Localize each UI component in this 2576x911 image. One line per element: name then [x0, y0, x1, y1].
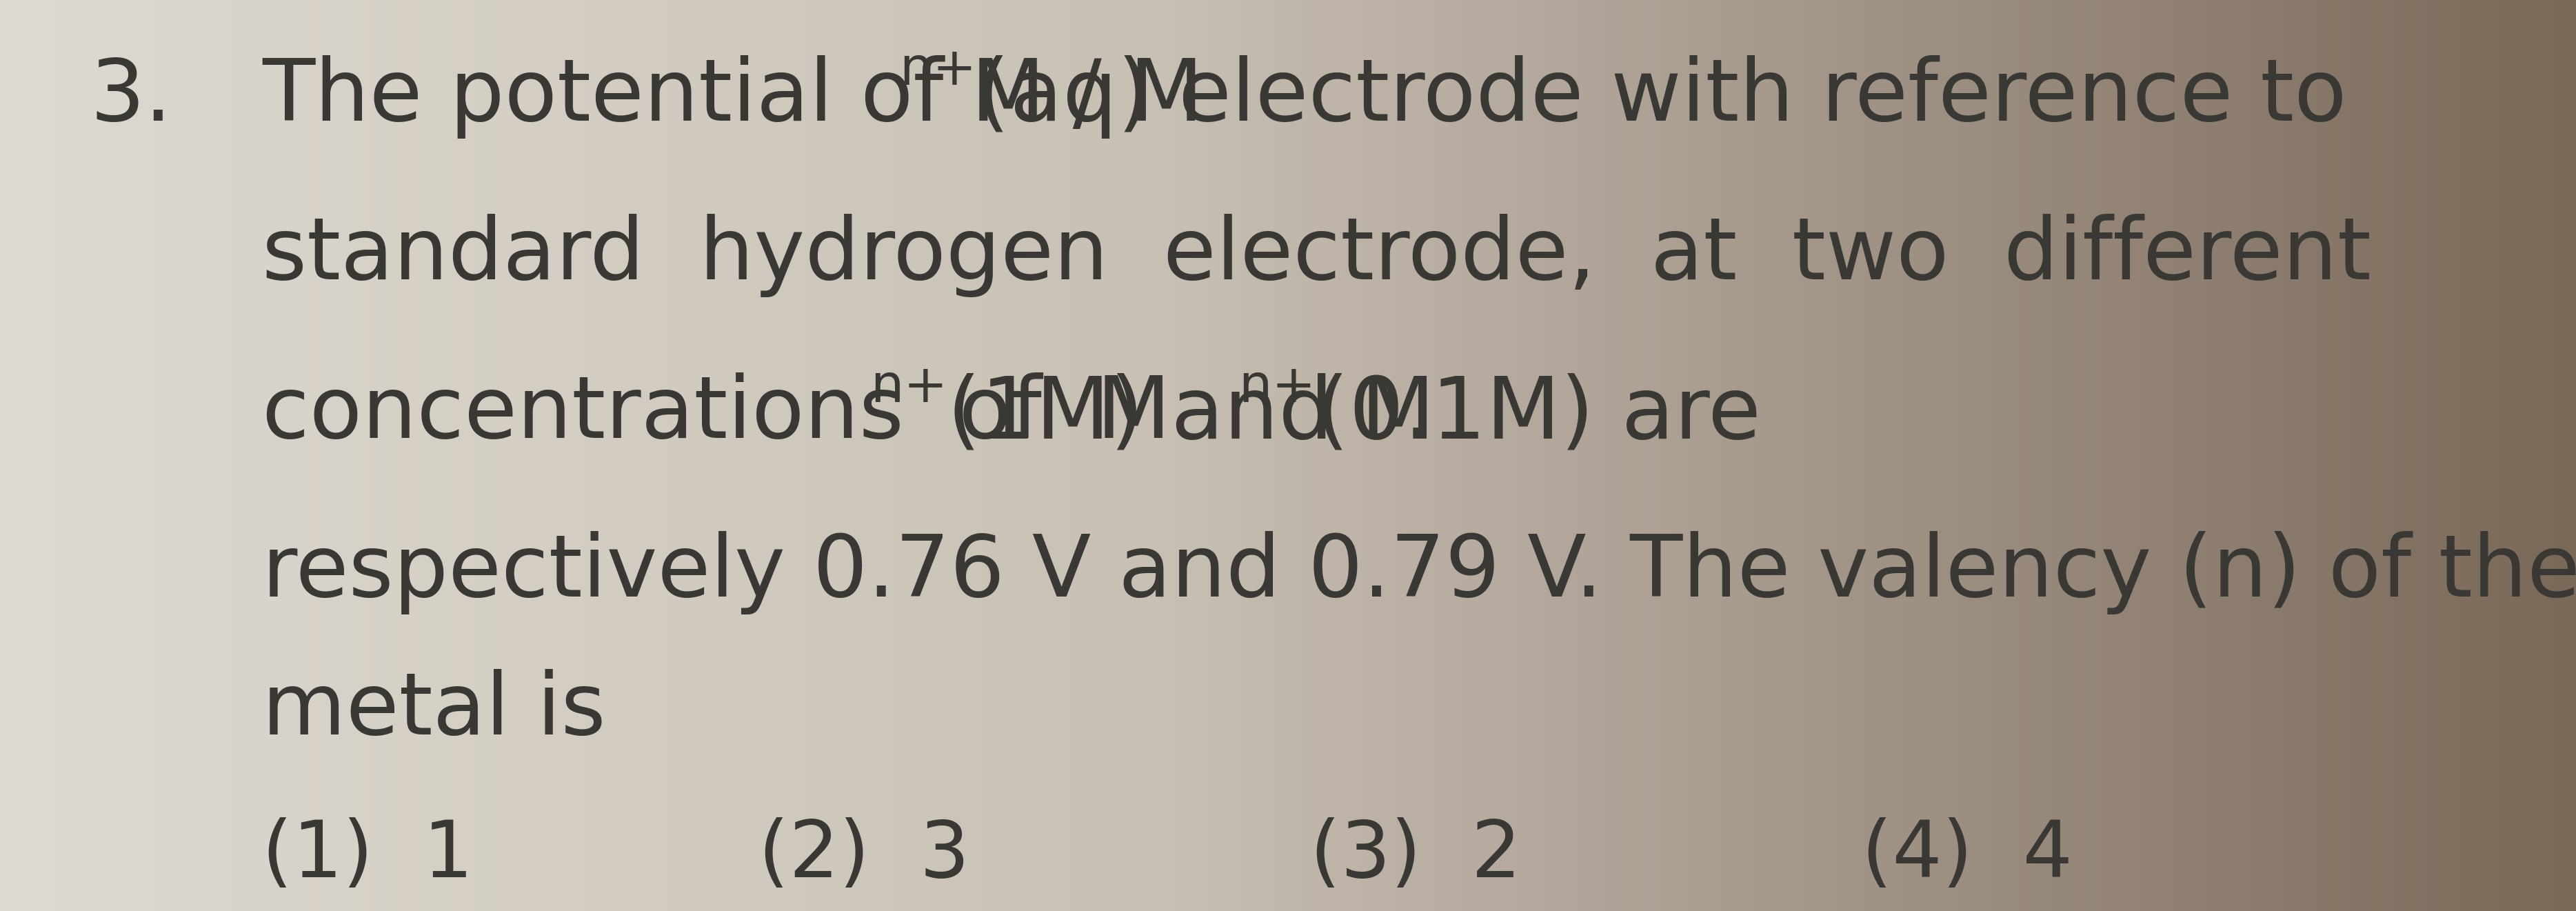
Text: (1M) and M: (1M) and M [920, 373, 1435, 456]
Text: n+: n+ [899, 45, 976, 96]
Text: (1)  1: (1) 1 [263, 817, 474, 894]
Text: (2)  3: (2) 3 [757, 817, 969, 894]
Text: respectively 0.76 V and 0.79 V. The valency (n) of the: respectively 0.76 V and 0.79 V. The vale… [263, 531, 2576, 614]
Text: (4)  4: (4) 4 [1862, 817, 2074, 894]
Text: (0.1M) are: (0.1M) are [1288, 373, 1762, 456]
Text: metal is: metal is [263, 669, 605, 752]
Text: (3)  2: (3) 2 [1311, 817, 1522, 894]
Text: 3.: 3. [90, 56, 173, 138]
Text: standard  hydrogen  electrode,  at  two  different: standard hydrogen electrode, at two diff… [263, 214, 2370, 297]
Text: The potential of M / M: The potential of M / M [263, 56, 1203, 138]
Text: n+: n+ [871, 362, 948, 413]
Text: (aq) electrode with reference to: (aq) electrode with reference to [948, 56, 2347, 138]
Text: concentrations  of  M: concentrations of M [263, 373, 1172, 456]
Text: n+: n+ [1239, 362, 1316, 413]
